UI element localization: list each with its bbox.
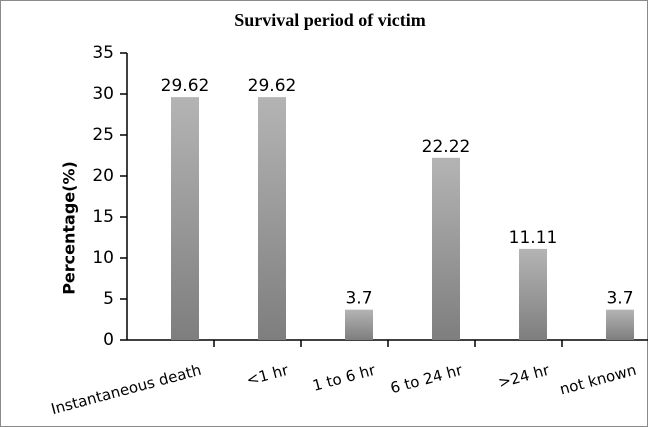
value-label: 29.62	[248, 76, 297, 96]
bar	[432, 157, 460, 340]
value-label: 29.62	[161, 76, 210, 96]
bar	[258, 97, 286, 340]
y-axis-label: Percentage(%)	[60, 161, 79, 295]
y-tick-label: 5	[103, 289, 114, 309]
chart-title: Survival period of victim	[234, 10, 426, 30]
bar	[345, 309, 373, 340]
y-tick-label: 30	[92, 84, 114, 104]
value-label: 11.11	[509, 228, 558, 248]
y-tick-label: 10	[92, 248, 114, 268]
bar	[606, 309, 634, 340]
bar	[171, 97, 199, 340]
y-tick-label: 15	[92, 207, 114, 227]
y-tick-label: 35	[92, 43, 114, 63]
y-tick-label: 0	[103, 330, 114, 350]
value-label: 3.7	[606, 289, 633, 309]
value-label: 22.22	[422, 137, 471, 157]
value-label: 3.7	[345, 289, 372, 309]
y-tick-label: 25	[92, 125, 114, 145]
bar	[519, 248, 547, 340]
y-tick-label: 20	[92, 166, 114, 186]
